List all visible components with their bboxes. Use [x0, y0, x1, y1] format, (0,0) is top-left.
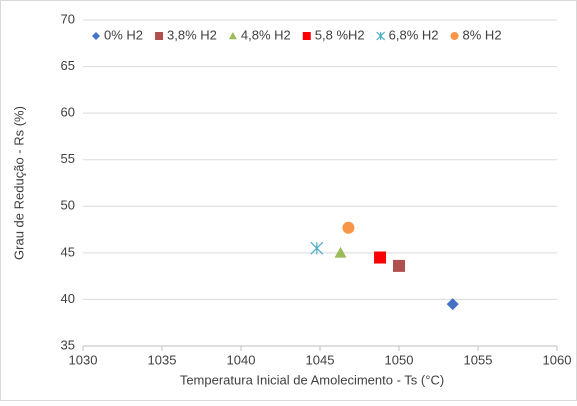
legend-marker — [92, 32, 100, 40]
point — [310, 241, 324, 255]
point — [342, 221, 355, 234]
legend-marker — [376, 31, 386, 41]
x-tick-label: 1050 — [385, 352, 414, 367]
point — [334, 246, 347, 258]
legend-label: 4,8% H2 — [241, 27, 291, 42]
y-tick-label: 45 — [61, 244, 75, 259]
y-tick-label: 40 — [61, 291, 75, 306]
y-tick-label: 60 — [61, 105, 75, 120]
y-tick-label: 55 — [61, 151, 75, 166]
legend-label: 5,8 %H2 — [315, 27, 365, 42]
x-tick-label: 1035 — [148, 352, 177, 367]
legend-label: 8% H2 — [463, 27, 502, 42]
y-tick-label: 70 — [61, 11, 75, 26]
x-tick-label: 1045 — [306, 352, 335, 367]
legend-label: 6,8% H2 — [389, 27, 439, 42]
x-tick-label: 1055 — [464, 352, 493, 367]
point — [446, 298, 459, 311]
y-tick-label: 35 — [61, 337, 75, 352]
legend-label: 0% H2 — [104, 27, 143, 42]
y-tick-label: 65 — [61, 58, 75, 73]
point — [393, 259, 405, 272]
legend-marker — [155, 32, 164, 40]
x-tick-label: 1060 — [543, 352, 572, 367]
x-tick-label: 1030 — [69, 352, 98, 367]
legend-marker — [302, 32, 311, 40]
y-axis-label: Grau de Redução - Rs (%) — [11, 106, 26, 260]
legend-label: 3,8% H2 — [167, 27, 217, 42]
x-axis-label: Temperatura Inicial de Amolecimento - Ts… — [180, 372, 444, 387]
legend-marker — [228, 32, 237, 40]
point — [374, 251, 387, 264]
x-tick-label: 1040 — [227, 352, 256, 367]
legend-marker — [450, 32, 459, 40]
y-tick-label: 50 — [61, 198, 75, 213]
